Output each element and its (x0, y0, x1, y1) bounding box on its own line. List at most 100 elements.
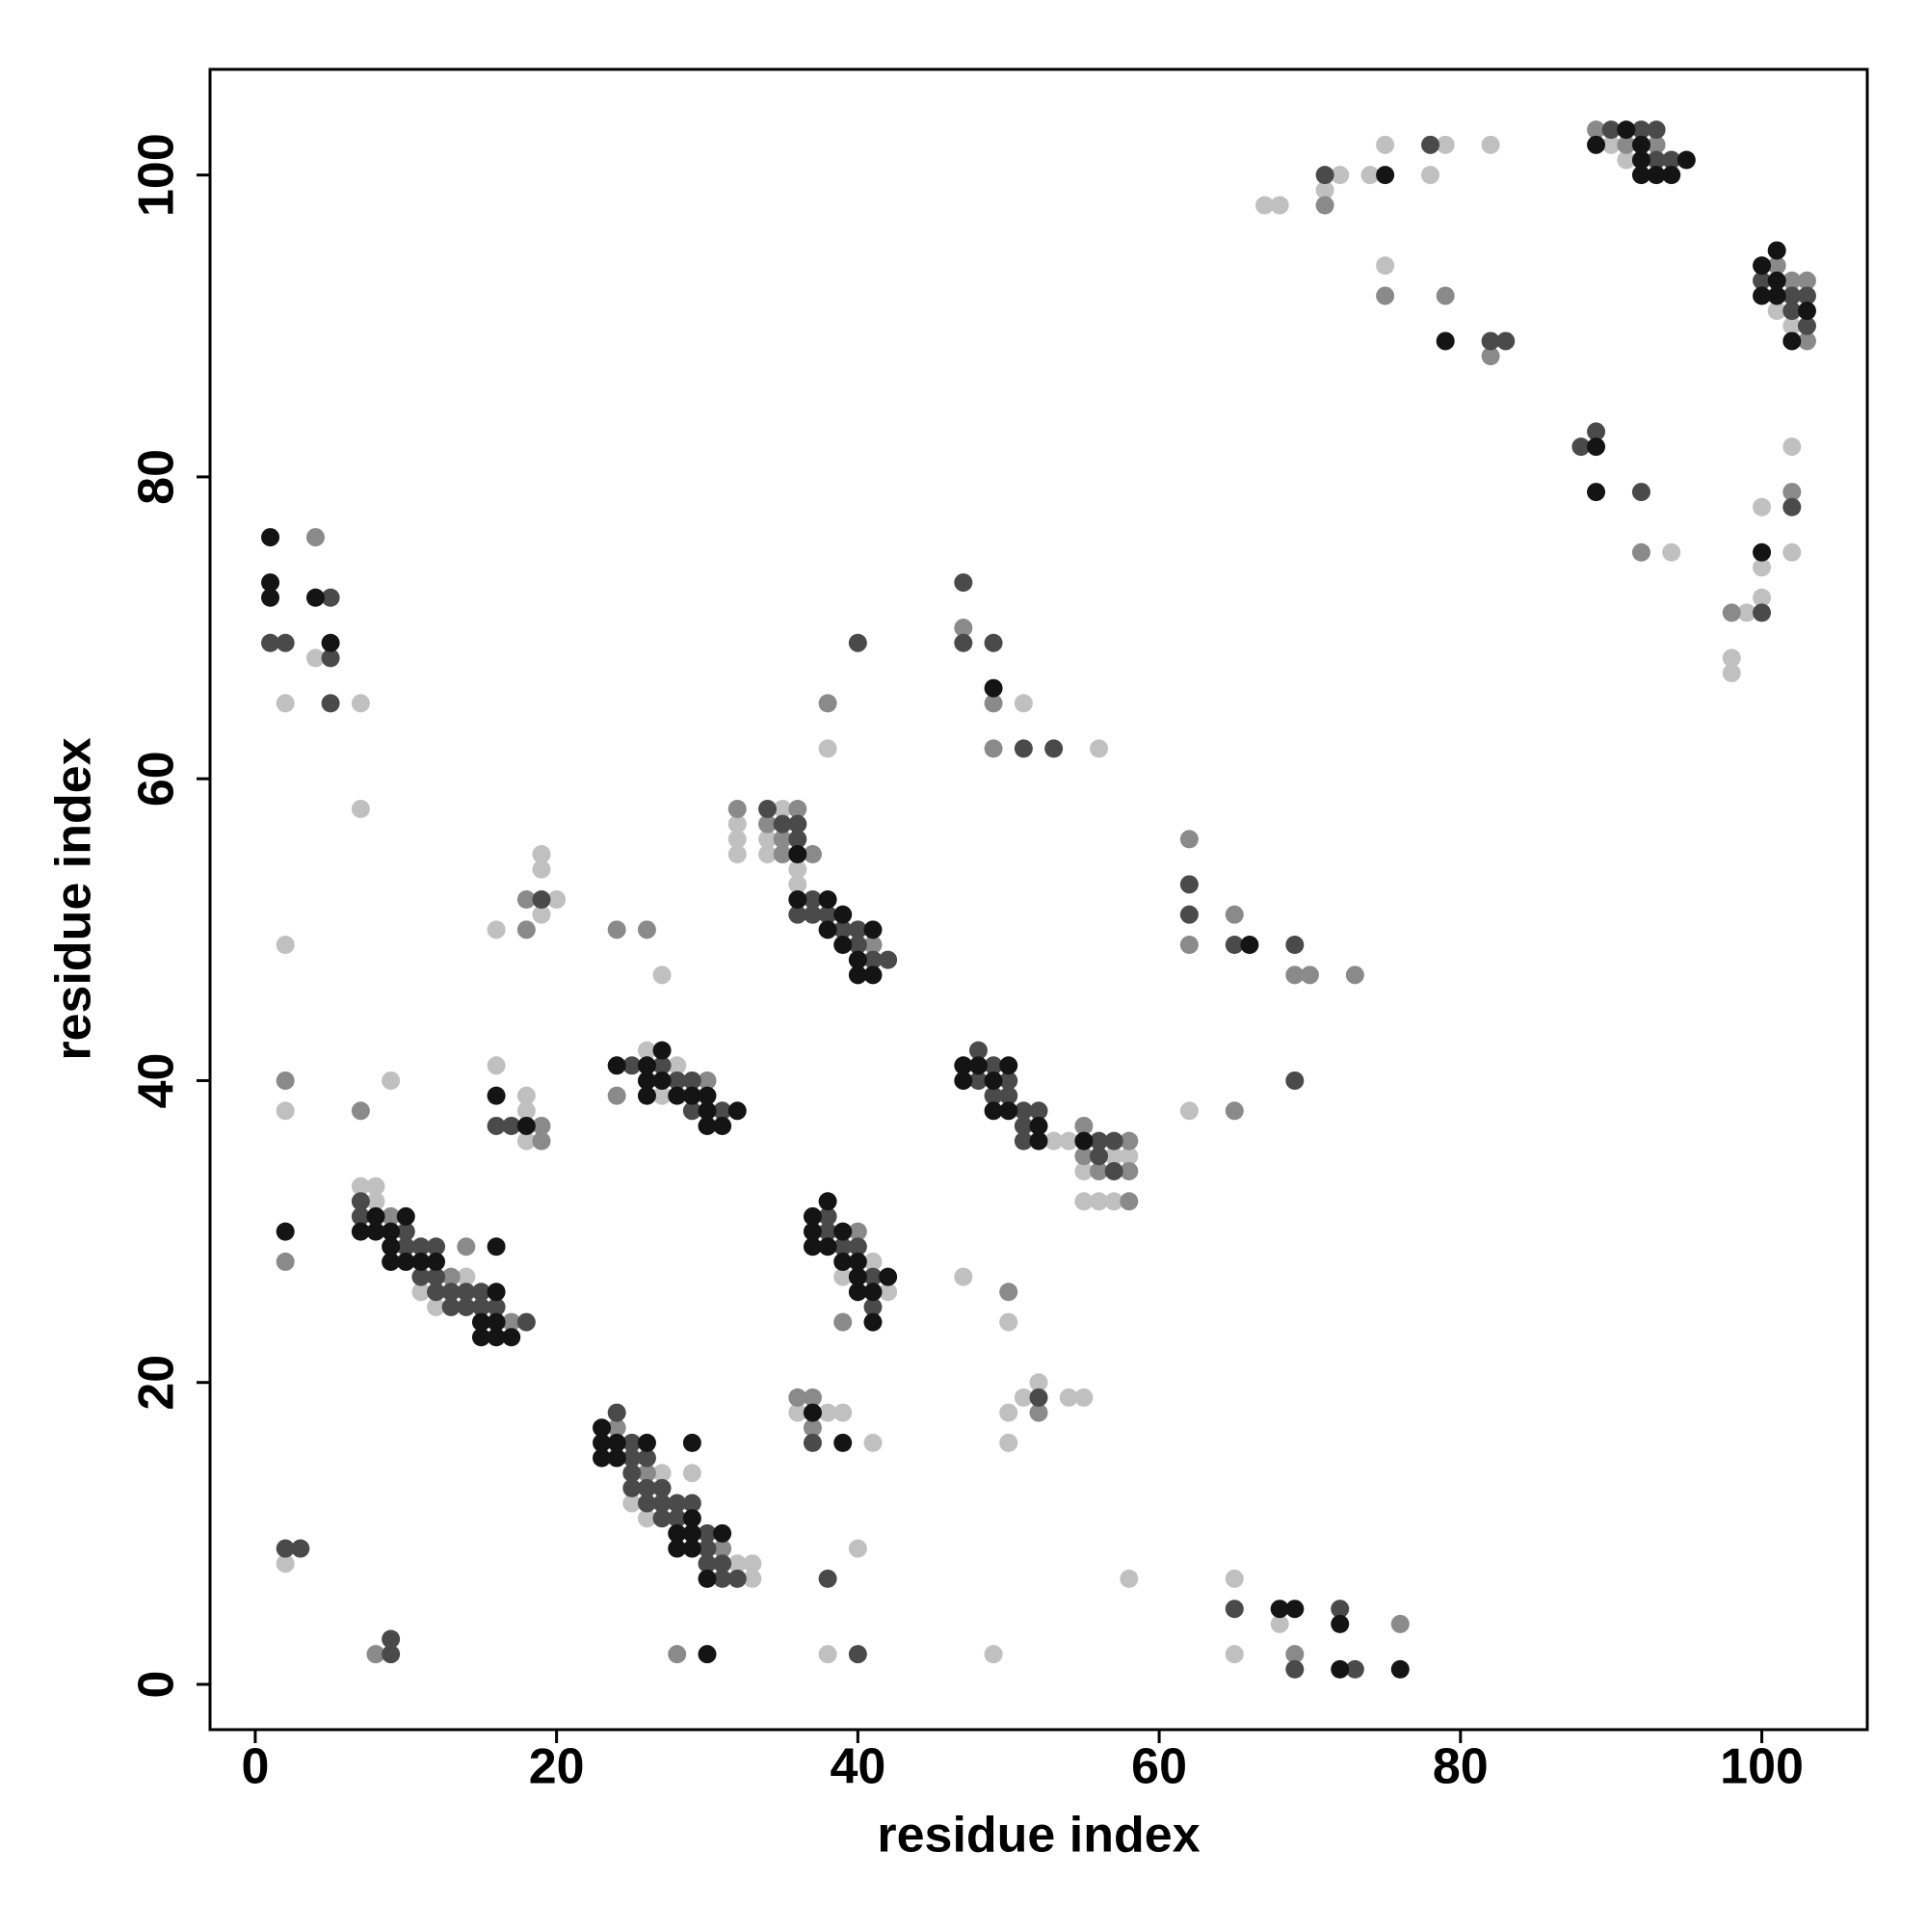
point (1631, 120, 1650, 140)
point (1631, 150, 1650, 170)
point (1797, 286, 1816, 305)
point (637, 1478, 656, 1497)
point (1074, 1192, 1094, 1211)
point (366, 1192, 385, 1211)
point (788, 830, 807, 849)
x-tick-label: 20 (529, 1739, 585, 1795)
point (1225, 1569, 1244, 1588)
point (516, 890, 536, 909)
point (382, 1252, 401, 1271)
point (487, 1312, 506, 1332)
point (1587, 483, 1606, 502)
point (1090, 1131, 1109, 1151)
point (351, 694, 370, 713)
point (1390, 1659, 1410, 1679)
point (848, 1237, 867, 1257)
point (1587, 422, 1606, 441)
point (1421, 135, 1440, 154)
point (1753, 286, 1772, 305)
point (396, 1237, 415, 1257)
point (758, 800, 778, 819)
point (516, 1086, 536, 1105)
point (516, 1101, 536, 1121)
point (833, 905, 853, 924)
point (818, 1206, 837, 1226)
point (682, 1494, 701, 1513)
point (382, 1645, 401, 1664)
point (968, 1056, 988, 1075)
point (441, 1267, 461, 1286)
point (637, 1464, 656, 1483)
point (411, 1267, 431, 1286)
point (1331, 1600, 1350, 1619)
point (607, 1056, 626, 1075)
point (848, 1539, 867, 1558)
point (1285, 1659, 1305, 1679)
point (1647, 135, 1666, 154)
point (1753, 558, 1772, 577)
point (848, 1283, 867, 1302)
point (1722, 648, 1741, 668)
point (487, 1297, 506, 1316)
point (727, 1554, 747, 1574)
point (1014, 739, 1033, 758)
point (652, 1509, 672, 1528)
point (276, 935, 295, 954)
point (1647, 150, 1666, 170)
point (1074, 1147, 1094, 1166)
point (1782, 331, 1802, 351)
point (1074, 1388, 1094, 1407)
point (411, 1252, 431, 1271)
point (1029, 1101, 1048, 1121)
point (1376, 166, 1395, 185)
point (698, 1523, 717, 1543)
point (1797, 302, 1816, 321)
x-tick-label: 80 (1433, 1739, 1489, 1795)
point (1631, 483, 1650, 502)
point (713, 1101, 732, 1121)
point (487, 1116, 506, 1135)
point (1029, 1116, 1048, 1135)
point (727, 1569, 747, 1588)
plot-frame (208, 67, 1869, 1732)
point (321, 633, 340, 652)
point (1662, 543, 1681, 562)
point (713, 1539, 732, 1558)
point (1782, 271, 1802, 290)
point (396, 1252, 415, 1271)
point (833, 1312, 853, 1332)
point (1587, 437, 1606, 457)
point (1029, 1373, 1048, 1392)
point (848, 920, 867, 940)
point (637, 1071, 656, 1090)
point (803, 1206, 822, 1226)
point (1285, 1071, 1305, 1090)
point (366, 1177, 385, 1196)
point (637, 1494, 656, 1513)
point (351, 1222, 370, 1241)
point (593, 1433, 612, 1452)
point (441, 1297, 461, 1316)
point (668, 1056, 687, 1075)
point (1662, 150, 1681, 170)
point (1104, 1147, 1123, 1166)
y-tick-label: 60 (129, 751, 185, 807)
point (682, 1071, 701, 1090)
point (441, 1283, 461, 1302)
point (276, 1554, 295, 1574)
point (637, 1086, 656, 1105)
point (1225, 935, 1244, 954)
point (954, 1056, 973, 1075)
point (487, 1086, 506, 1105)
point (593, 1418, 612, 1438)
point (803, 1388, 822, 1407)
point (457, 1297, 476, 1316)
point (773, 814, 792, 834)
point (1074, 1116, 1094, 1135)
point (818, 905, 837, 924)
point (1753, 256, 1772, 276)
point (487, 1328, 506, 1347)
point (848, 1645, 867, 1664)
point (427, 1297, 446, 1316)
